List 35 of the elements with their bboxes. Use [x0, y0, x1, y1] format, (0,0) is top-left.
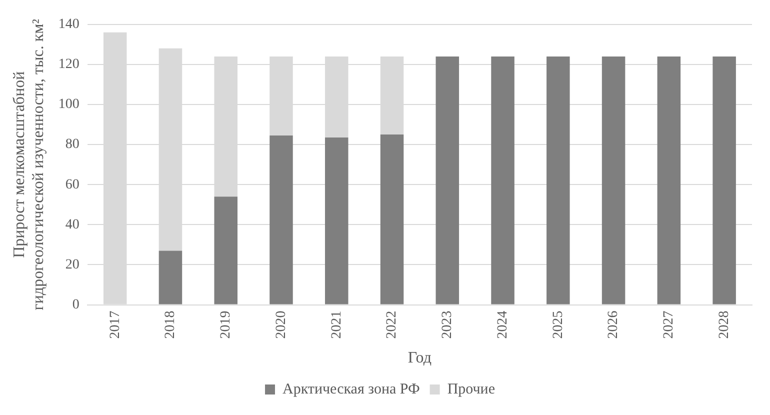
y-axis-title: Прирост мелкомасштабной гидрогеологической изученности, тыс. км²: [10, 18, 48, 310]
x-tick-label: 2026: [606, 310, 622, 339]
bar: [602, 56, 626, 304]
bar: [324, 138, 348, 304]
y-tick-label: 40: [65, 217, 80, 232]
x-tick-label: 2021: [329, 310, 344, 339]
x-tick-label: 2028: [716, 310, 732, 339]
y-tick-label: 140: [58, 17, 80, 32]
y-tick-label: 60: [65, 177, 80, 192]
legend-label: Прочие: [447, 381, 496, 398]
y-tick-label: 80: [65, 137, 80, 152]
bar: [214, 196, 238, 304]
x-tick-label: 2027: [662, 310, 677, 339]
bar: [380, 134, 404, 304]
x-tick-label: 2022: [384, 310, 400, 339]
legend-label: Арктическая зона РФ: [282, 381, 420, 398]
bar: [436, 56, 460, 304]
x-tick-label: 2023: [440, 310, 456, 339]
x-tick-label: 2025: [550, 310, 566, 339]
bar: [491, 56, 514, 304]
x-axis-title: Год: [408, 350, 432, 367]
x-tick-label: 2024: [495, 310, 510, 339]
bar: [270, 136, 293, 304]
y-tick-label: 120: [58, 57, 80, 72]
x-tick-label: 2017: [108, 310, 123, 339]
bar: [657, 56, 681, 304]
y-tick-label: 0: [72, 297, 80, 312]
y-tick-label: 100: [58, 97, 80, 112]
bar: [546, 56, 570, 304]
x-tick-label: 2020: [274, 310, 289, 339]
x-tick-label: 2019: [218, 310, 234, 339]
bar: [158, 250, 182, 304]
y-tick-label: 20: [65, 257, 80, 272]
bar: [712, 56, 736, 304]
x-tick-label: 2018: [163, 310, 178, 339]
